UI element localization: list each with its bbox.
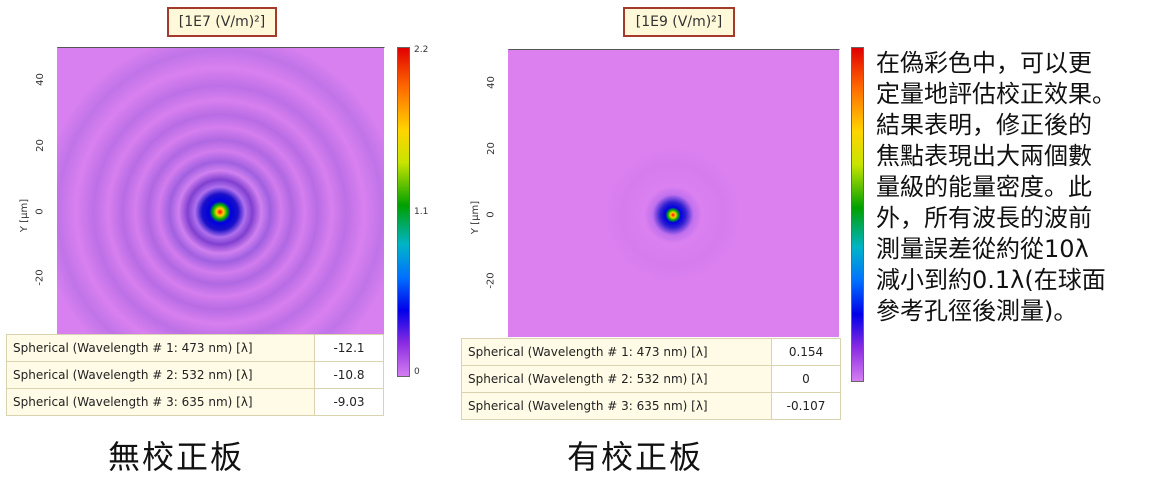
left-ytick-40: 40 [34,73,46,86]
row-label: Spherical (Wavelength # 2: 532 nm) [λ] [461,365,772,393]
row-label: Spherical (Wavelength # 3: 635 nm) [λ] [461,392,772,420]
left-colorbar-mid: 1.1 [414,207,429,217]
left-colorbar-max: 2.2 [414,45,429,55]
row-label: Spherical (Wavelength # 2: 532 nm) [λ] [6,361,315,389]
table-row: Spherical (Wavelength # 2: 532 nm) [λ] 0 [461,365,841,393]
table-row: Spherical (Wavelength # 3: 635 nm) [λ] -… [6,388,384,416]
right-ytick-20: 20 [485,142,497,155]
left-ytick-20: 20 [34,139,46,152]
right-caption: 有校正板 [567,438,704,476]
table-row: Spherical (Wavelength # 2: 532 nm) [λ] -… [6,361,384,389]
left-colorbar [397,47,410,377]
left-spherical-table: Spherical (Wavelength # 1: 473 nm) [λ] -… [6,334,384,416]
left-unit-label: [1E7 (V/m)²] [167,7,277,37]
table-row: Spherical (Wavelength # 3: 635 nm) [λ] -… [461,392,841,420]
right-unit-label: [1E9 (V/m)²] [623,7,735,37]
table-row: Spherical (Wavelength # 1: 473 nm) [λ] -… [6,334,384,362]
right-plot-frame [508,49,840,338]
table-row: Spherical (Wavelength # 1: 473 nm) [λ] 0… [461,338,841,366]
left-ytick-minus20: -20 [34,269,46,286]
row-value: -0.107 [771,392,841,420]
right-ytick-0: 0 [485,211,497,218]
left-caption: 無校正板 [108,438,245,476]
left-colorbar-min: 0 [414,367,420,377]
row-value: 0.154 [771,338,841,366]
left-field-image [57,47,384,334]
left-y-axis-label: Y [μm] [19,198,31,233]
left-plot-frame [57,47,385,335]
description-text: 在偽彩色中，可以更 定量地評估校正效果。 結果表明，修正後的 焦點表現出大兩個數… [876,49,1116,325]
row-value: 0 [771,365,841,393]
right-ytick-minus20: -20 [485,272,497,289]
right-field-image [508,49,839,337]
left-intensity-plot [57,47,384,334]
row-value: -12.1 [314,334,384,362]
row-value: -9.03 [314,388,384,416]
right-colorbar [851,47,864,382]
row-value: -10.8 [314,361,384,389]
right-spherical-table: Spherical (Wavelength # 1: 473 nm) [λ] 0… [461,338,841,420]
row-label: Spherical (Wavelength # 1: 473 nm) [λ] [6,334,315,362]
row-label: Spherical (Wavelength # 3: 635 nm) [λ] [6,388,315,416]
right-ytick-40: 40 [485,76,497,89]
left-ytick-0: 0 [34,208,46,215]
row-label: Spherical (Wavelength # 1: 473 nm) [λ] [461,338,772,366]
right-intensity-plot [508,49,839,337]
right-y-axis-label: Y [μm] [470,200,482,235]
